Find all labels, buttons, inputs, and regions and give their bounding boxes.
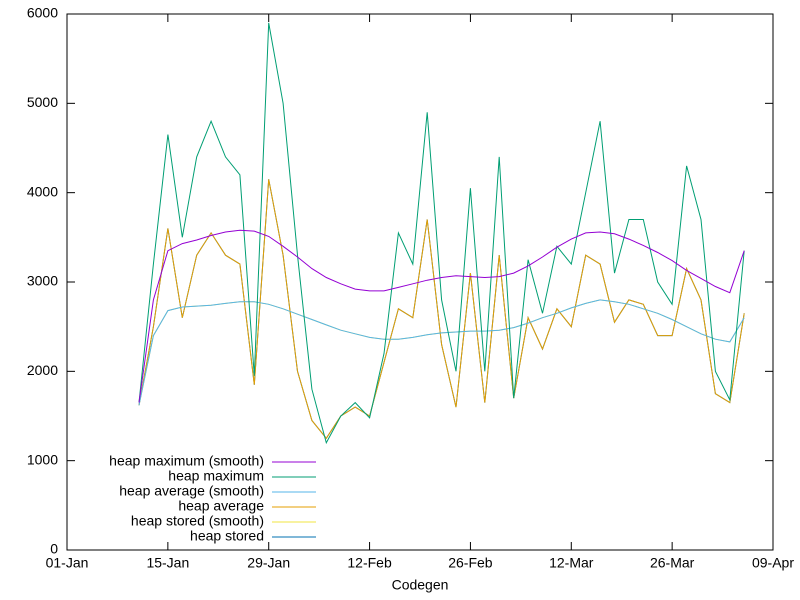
legend-label: heap maximum — [168, 468, 264, 484]
series-line — [138, 179, 745, 440]
x-tick-label: 12-Feb — [347, 555, 392, 571]
legend-label: heap stored (smooth) — [131, 513, 264, 529]
y-tick-label: 1000 — [27, 451, 58, 467]
series-line — [138, 229, 745, 403]
y-tick-label: 6000 — [27, 5, 58, 21]
series-line — [138, 299, 745, 406]
legend-label: heap average — [178, 498, 264, 514]
x-tick-label: 26-Mar — [650, 555, 695, 571]
x-tick-label: 12-Mar — [549, 555, 594, 571]
series-line — [138, 299, 745, 406]
series-line — [138, 22, 745, 445]
x-tick-label: 26-Feb — [448, 555, 493, 571]
y-tick-label: 2000 — [27, 362, 58, 378]
y-tick-label: 0 — [50, 541, 58, 557]
x-tick-label: 29-Jan — [247, 555, 290, 571]
legend-label: heap average (smooth) — [119, 483, 264, 499]
x-axis-label: Codegen — [392, 577, 449, 593]
x-tick-label: 15-Jan — [146, 555, 189, 571]
y-tick-label: 5000 — [27, 94, 58, 110]
x-tick-label: 09-Apr — [752, 555, 794, 571]
legend-label: heap maximum (smooth) — [109, 453, 264, 469]
series-line — [138, 179, 745, 440]
legend-label: heap stored — [190, 528, 264, 544]
y-tick-label: 3000 — [27, 273, 58, 289]
y-tick-label: 4000 — [27, 183, 58, 199]
x-tick-label: 01-Jan — [46, 555, 89, 571]
